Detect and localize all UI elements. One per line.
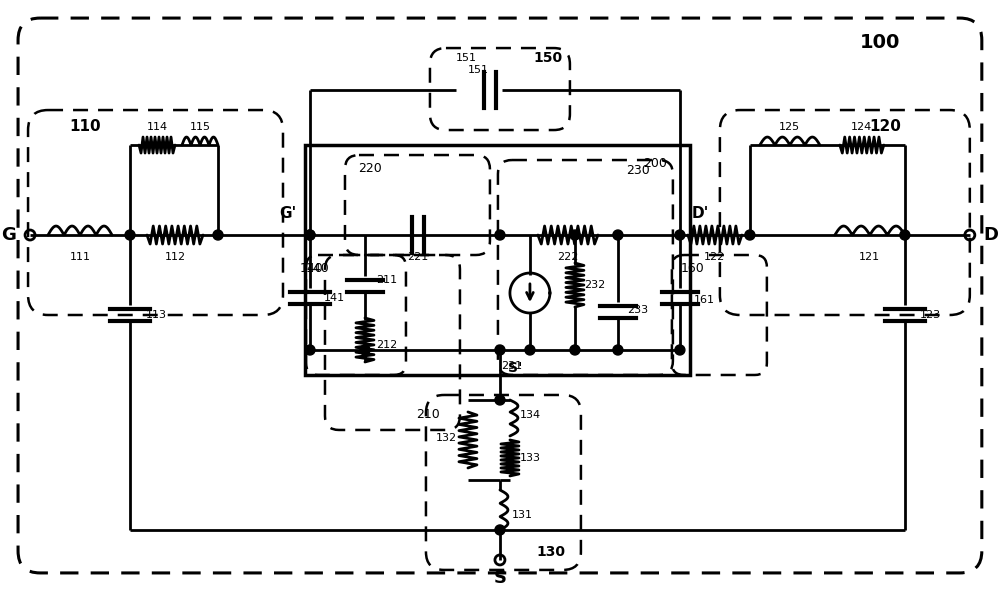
Bar [305, 145, 690, 375]
Text: 114: 114 [146, 122, 168, 132]
Circle shape [305, 230, 315, 240]
Text: 200: 200 [643, 157, 667, 169]
Circle shape [495, 230, 505, 240]
Text: 111: 111 [70, 252, 91, 262]
Text: 134: 134 [519, 410, 540, 420]
Text: 161: 161 [693, 295, 714, 305]
Text: 211: 211 [376, 275, 398, 285]
Text: 110: 110 [69, 119, 101, 134]
Circle shape [613, 345, 623, 355]
Text: 141: 141 [323, 293, 345, 303]
Text: 151: 151 [467, 65, 488, 75]
Text: 112: 112 [164, 252, 186, 262]
Text: 124: 124 [851, 122, 872, 132]
Text: 150: 150 [533, 51, 562, 65]
Text: 115: 115 [190, 122, 211, 132]
Circle shape [745, 230, 755, 240]
Text: G: G [1, 226, 16, 244]
Circle shape [305, 345, 315, 355]
Text: 151: 151 [455, 53, 476, 63]
Text: G': G' [279, 206, 297, 220]
Circle shape [213, 230, 223, 240]
Text: 121: 121 [859, 252, 880, 262]
Text: 232: 232 [584, 280, 606, 290]
Circle shape [675, 345, 685, 355]
Text: 122: 122 [704, 252, 726, 262]
Text: 210: 210 [416, 408, 440, 422]
Text: 123: 123 [920, 310, 941, 320]
Text: 233: 233 [627, 305, 648, 315]
Text: D: D [984, 226, 999, 244]
Circle shape [305, 230, 315, 240]
Circle shape [570, 230, 580, 240]
Circle shape [495, 345, 505, 355]
Circle shape [495, 525, 505, 535]
Text: 221: 221 [407, 252, 429, 262]
Text: 100: 100 [860, 33, 900, 51]
Text: 113: 113 [146, 310, 167, 320]
Circle shape [525, 345, 535, 355]
Circle shape [675, 230, 685, 240]
Text: 140: 140 [306, 261, 330, 275]
Text: D': D' [691, 206, 709, 220]
Circle shape [360, 345, 370, 355]
Circle shape [495, 395, 505, 405]
Text: 130: 130 [536, 545, 565, 559]
Text: 230: 230 [626, 163, 650, 177]
Text: 212: 212 [376, 340, 398, 350]
Text: 133: 133 [519, 453, 540, 463]
Text: 222: 222 [557, 252, 579, 262]
Text: 132: 132 [435, 433, 457, 443]
Text: 120: 120 [869, 119, 901, 134]
Text: 125: 125 [779, 122, 800, 132]
Text: S': S' [508, 361, 522, 375]
Text: 220: 220 [358, 162, 382, 174]
Text: S: S [493, 569, 506, 587]
Text: 131: 131 [511, 510, 532, 520]
Circle shape [125, 230, 135, 240]
Text: 160: 160 [681, 261, 705, 275]
Text: 140: 140 [300, 261, 324, 275]
Circle shape [570, 345, 580, 355]
Circle shape [613, 230, 623, 240]
Text: 231: 231 [501, 361, 522, 371]
Circle shape [900, 230, 910, 240]
